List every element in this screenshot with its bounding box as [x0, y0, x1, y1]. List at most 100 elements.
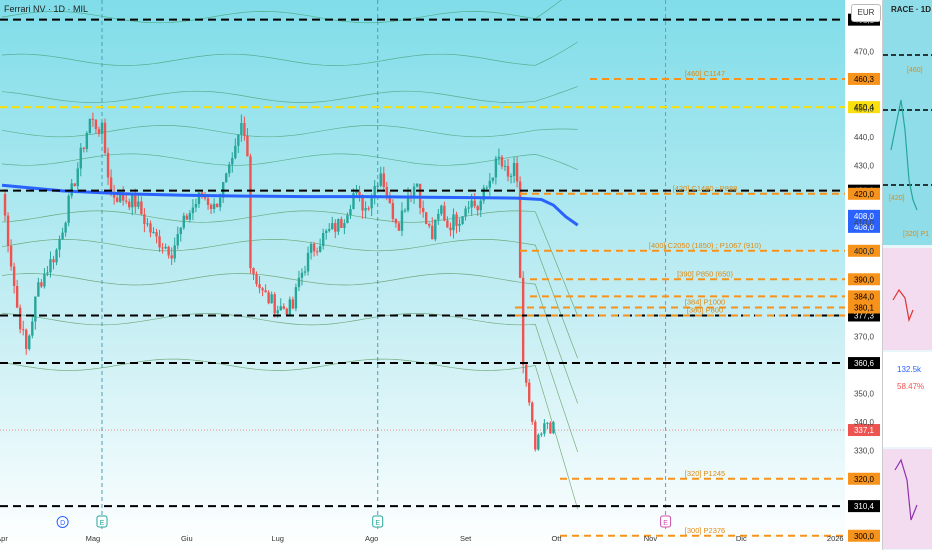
candle [415, 183, 419, 187]
candle [158, 236, 161, 248]
event-label-3: E [663, 520, 668, 527]
candle [318, 245, 322, 252]
level-tag-orange-1 [848, 101, 880, 114]
currency-button[interactable]: EUR [851, 4, 881, 22]
candle [164, 246, 167, 249]
candle [218, 197, 222, 208]
envelope-band-2 [1, 86, 578, 103]
candle [146, 223, 149, 225]
candle [546, 422, 549, 424]
candle [143, 214, 146, 224]
event-marker-0 [56, 516, 69, 528]
level-label-black-4: 310,4 [854, 502, 875, 511]
level-label-black-3: 360,6 [854, 359, 875, 368]
candle [309, 244, 313, 253]
candle [470, 200, 473, 208]
side-tag-top: [460] [907, 67, 923, 74]
event-marker-1 [96, 515, 108, 528]
level-annotation-0: [460] C1147 [685, 69, 725, 78]
candle [182, 215, 185, 228]
y-tick-label: 370,0 [854, 332, 875, 341]
side-top-bg [883, 0, 932, 245]
candle [167, 246, 170, 256]
candle [352, 193, 355, 210]
level-tag-orange-5 [848, 290, 880, 303]
candle [315, 251, 319, 253]
y-tick-label: 450,0 [854, 104, 875, 113]
candle [170, 255, 173, 259]
candle [209, 204, 213, 209]
candle [385, 186, 389, 198]
current-price-label: 337,1 [854, 426, 875, 435]
side-panel[interactable]: [460] [420] [320] P1 132.5k 58.47% RACE · 1D… [882, 0, 932, 550]
candle [118, 192, 122, 202]
candle [34, 296, 37, 322]
level-annotation-4: [390] P850 (650) [677, 269, 733, 278]
candle [18, 307, 22, 330]
side-tag-320: [320] P1 [903, 231, 929, 238]
level-label-orange-4: 390,0 [854, 275, 875, 284]
candle [249, 156, 252, 269]
candle [131, 193, 134, 208]
side-osc2-path [894, 458, 918, 521]
level-annotation-6: [384] P1000 [685, 297, 725, 306]
envelope-band-4 [1, 153, 578, 171]
level-label-orange-1: 450,4 [854, 103, 875, 112]
candle [188, 213, 192, 220]
candle [334, 223, 337, 232]
side-tag-420: [420] [889, 195, 905, 202]
candle [406, 195, 410, 211]
level-label-orange-5: 384,0 [854, 292, 875, 301]
candle [43, 273, 46, 287]
candle [185, 215, 189, 220]
candle [173, 245, 176, 259]
candle [149, 223, 152, 233]
candle [321, 232, 325, 246]
candle [506, 165, 510, 177]
y-tick-label: 430,0 [854, 161, 875, 170]
candle [312, 244, 316, 252]
candle [237, 134, 240, 146]
level-tag-black-3 [848, 357, 880, 370]
candle [200, 192, 204, 195]
candle [176, 234, 179, 246]
candle [3, 193, 7, 216]
candle [549, 422, 552, 434]
candle [288, 299, 292, 315]
x-tick-label: Ago [365, 534, 378, 543]
ma-label-1: 408,0 [854, 223, 875, 232]
candle [140, 201, 143, 215]
level-label-orange-3: 400,0 [854, 247, 875, 256]
candle [449, 227, 452, 231]
level-label-orange-9: 300,0 [854, 532, 875, 541]
candle [97, 129, 101, 134]
candle [246, 135, 249, 157]
candle [243, 122, 246, 136]
candle [100, 122, 104, 134]
level-annotation-3: [400] C2050 (1850) ; P1067 (910) [649, 241, 762, 250]
level-tag-orange-4 [848, 273, 880, 286]
candle [215, 203, 219, 208]
event-label-2: E [375, 520, 380, 527]
candle [355, 191, 358, 194]
candle [446, 220, 449, 228]
candle [543, 423, 546, 434]
side-price-path [890, 99, 918, 211]
candle [22, 329, 25, 331]
candle [12, 266, 16, 286]
candle [228, 164, 231, 174]
candle [252, 268, 255, 275]
candle [194, 203, 198, 208]
y-tick-label: 330,0 [854, 446, 875, 455]
level-label-orange-2: 420,0 [854, 190, 875, 199]
x-tick-label: Ott [551, 534, 562, 543]
candle [161, 247, 164, 249]
candle [137, 201, 140, 207]
candle [76, 168, 79, 187]
candle [58, 239, 61, 250]
candle [37, 282, 40, 297]
candle [431, 225, 434, 240]
candle [255, 274, 258, 285]
